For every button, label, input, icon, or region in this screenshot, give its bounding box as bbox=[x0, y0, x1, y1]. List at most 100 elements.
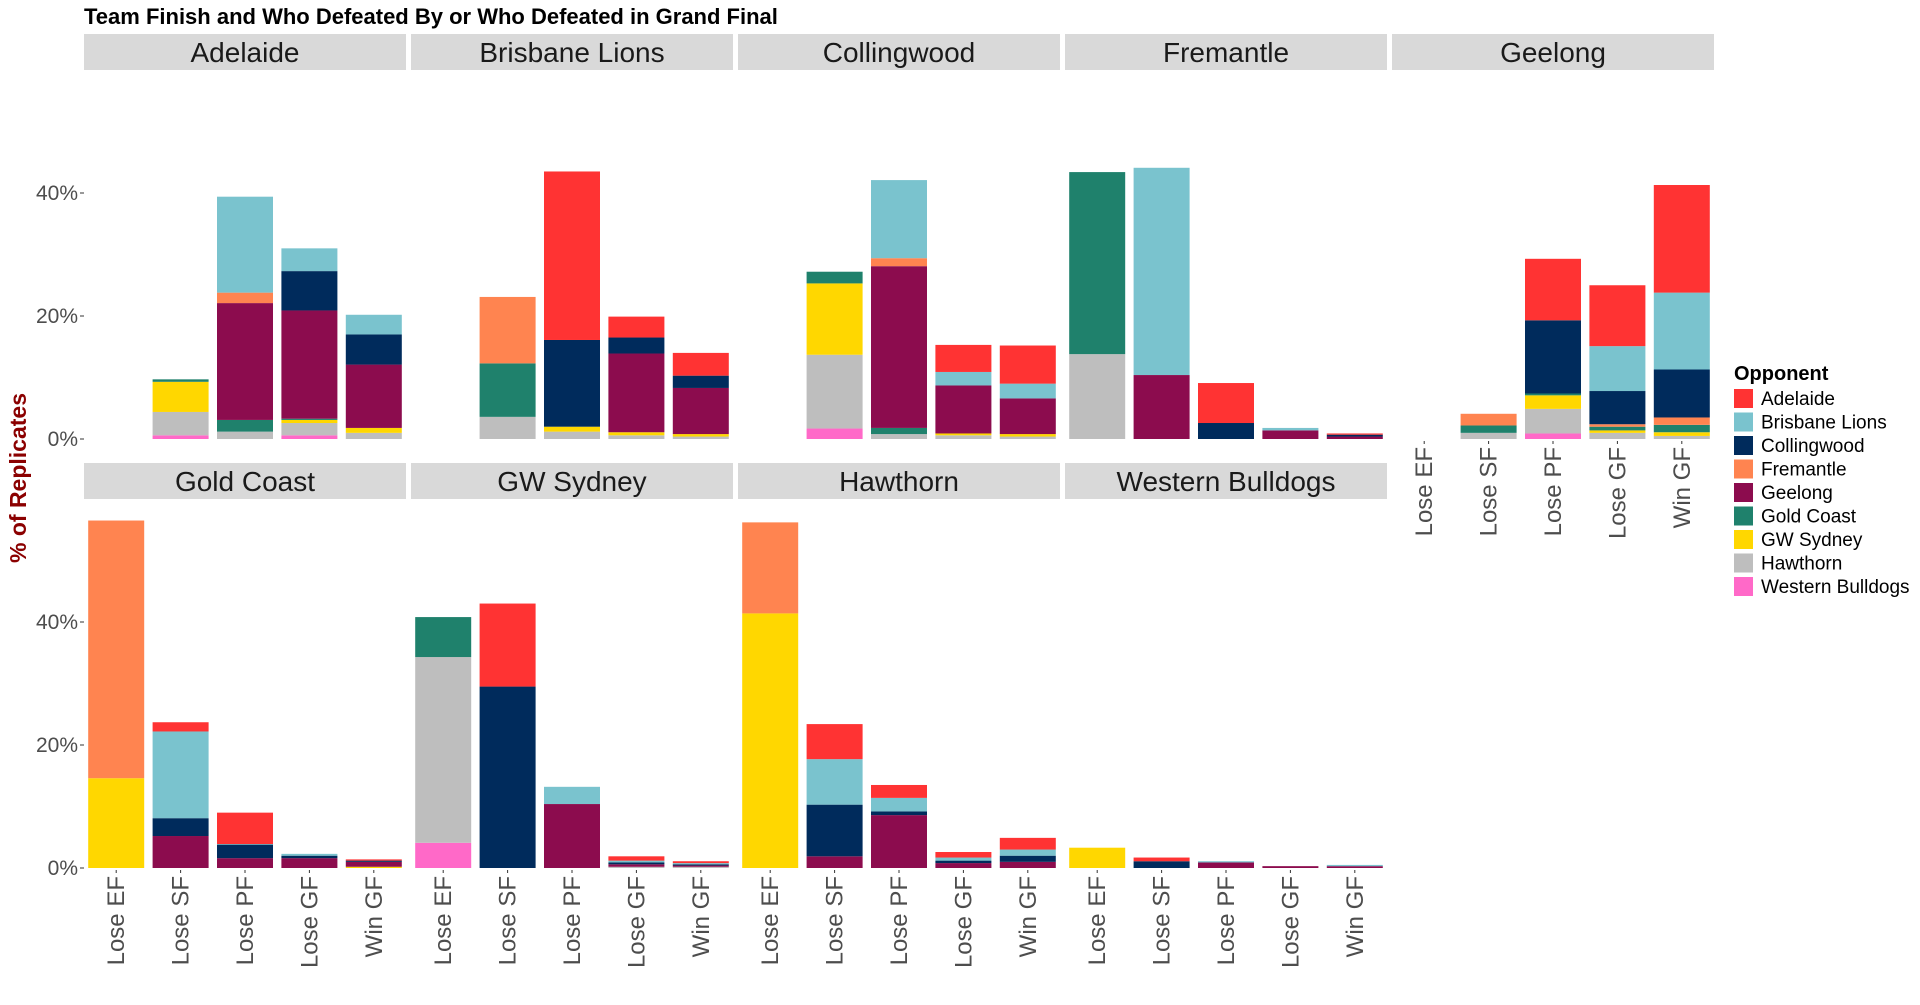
bar-segment-brisbane-lions bbox=[1198, 861, 1254, 863]
y-tick-label: 20% bbox=[36, 734, 78, 757]
x-tick-label: Lose PF bbox=[559, 876, 586, 965]
legend-label: Gold Coast bbox=[1761, 507, 1857, 528]
bar-segment-hawthorn bbox=[1525, 408, 1581, 434]
bar-segment-fremantle bbox=[479, 296, 536, 364]
bar-segment-brisbane-lions bbox=[217, 844, 273, 845]
legend-label: Fremantle bbox=[1761, 460, 1847, 481]
x-tick-label: Lose PF bbox=[232, 876, 259, 965]
bar-segment-hawthorn bbox=[479, 416, 536, 439]
legend-item-fremantle: Fremantle bbox=[1734, 459, 1847, 481]
bar-segment-geelong bbox=[281, 858, 338, 868]
bar-segment-western-bulldogs bbox=[806, 428, 863, 439]
bar-win-gf bbox=[999, 837, 1056, 868]
bar-segment-adelaide bbox=[479, 603, 536, 687]
y-axis-label: % of Replicates bbox=[5, 393, 31, 563]
x-tick-label: Win GF bbox=[1669, 447, 1696, 528]
bar-segment-gw-sydney bbox=[608, 432, 665, 436]
facet-strip bbox=[84, 463, 406, 499]
bar-segment-collingwood bbox=[479, 686, 536, 868]
bar-lose-sf bbox=[479, 603, 536, 868]
bar-segment-gw-sydney bbox=[806, 283, 863, 355]
bar-segment-collingwood bbox=[871, 811, 927, 816]
bar-lose-sf bbox=[152, 379, 209, 439]
bar-win-gf bbox=[345, 859, 402, 868]
bar-segment-adelaide bbox=[608, 316, 665, 338]
bar-segment-geelong bbox=[935, 385, 992, 434]
bar-lose-gf bbox=[1262, 427, 1319, 439]
bar-lose-sf bbox=[806, 724, 863, 868]
x-tick-label: Win GF bbox=[361, 876, 388, 957]
bar-segment-brisbane-lions bbox=[281, 248, 338, 272]
bar-segment-hawthorn bbox=[608, 866, 665, 868]
bar-segment-adelaide bbox=[999, 345, 1056, 384]
legend-item-hawthorn: Hawthorn bbox=[1734, 553, 1842, 575]
legend: Opponent Adelaide Brisbane LionsCollingwo… bbox=[1734, 363, 1910, 598]
bar-segment-brisbane-lions bbox=[999, 383, 1056, 399]
y-tick-label: 0% bbox=[48, 857, 78, 880]
bar-lose-ef bbox=[1069, 172, 1126, 439]
bar-segment-fremantle bbox=[871, 258, 927, 267]
legend-key bbox=[1734, 553, 1753, 573]
bar-segment-gold-coast bbox=[217, 419, 273, 432]
bar-segment-collingwood bbox=[1326, 434, 1383, 437]
bar-lose-pf bbox=[544, 786, 600, 868]
bar-segment-adelaide bbox=[672, 861, 729, 864]
bar-lose-ef bbox=[742, 522, 799, 868]
bar-segment-gw-sydney bbox=[1589, 430, 1646, 433]
bar-segment-geelong bbox=[1262, 866, 1319, 868]
bar-segment-hawthorn bbox=[672, 866, 729, 868]
legend-key bbox=[1734, 506, 1753, 526]
bar-lose-pf bbox=[544, 171, 600, 439]
legend-key bbox=[1734, 530, 1753, 549]
bar-segment-gw-sydney bbox=[935, 433, 992, 436]
facet-strip bbox=[1065, 463, 1387, 499]
bar-lose-gf bbox=[1262, 866, 1319, 868]
bar-win-gf bbox=[672, 352, 729, 439]
bar-segment-gw-sydney bbox=[345, 427, 402, 433]
bar-segment-gold-coast bbox=[415, 617, 472, 658]
panel-hawthorn: Hawthorn Lose EF Lose SF Lose PF Lose GF Win … bbox=[738, 463, 1060, 968]
legend-key bbox=[1734, 459, 1753, 479]
bar-lose-gf bbox=[608, 856, 665, 868]
bar-segment-brisbane-lions bbox=[217, 196, 273, 293]
x-tick-label: Lose GF bbox=[623, 876, 650, 968]
bar-segment-collingwood bbox=[281, 271, 338, 311]
facet-strip bbox=[411, 463, 733, 499]
x-tick-label: Lose SF bbox=[495, 876, 522, 965]
bar-lose-gf bbox=[608, 316, 665, 439]
bar-segment-adelaide bbox=[217, 812, 273, 845]
bar-segment-brisbane-lions bbox=[871, 180, 927, 259]
bar-segment-adelaide bbox=[345, 859, 402, 861]
x-tick-label: Lose GF bbox=[1277, 876, 1304, 968]
x-tick-label: Lose EF bbox=[1084, 876, 1111, 965]
bar-segment-gw-sydney bbox=[88, 778, 145, 868]
bar-segment-fremantle bbox=[217, 292, 273, 304]
bar-segment-collingwood bbox=[806, 804, 863, 857]
panel-gold-coast: Gold Coast 0% 20% 40% Lose EF Lose SF Lose PF L… bbox=[36, 463, 406, 968]
bar-segment-hawthorn bbox=[1589, 432, 1646, 439]
bar-segment-brisbane-lions bbox=[281, 853, 338, 856]
bar-segment-collingwood bbox=[281, 855, 338, 859]
facet-strip-label: Geelong bbox=[1500, 37, 1606, 68]
bar-segment-brisbane-lions bbox=[1589, 346, 1646, 392]
legend-item-collingwood: Collingwood bbox=[1734, 436, 1865, 457]
bar-segment-adelaide bbox=[1326, 433, 1383, 435]
bar-segment-brisbane-lions bbox=[935, 857, 992, 861]
bar-lose-gf bbox=[281, 853, 338, 868]
bar-lose-gf bbox=[935, 344, 992, 439]
facet-panels: Adelaide 0% 20% 40% Brisbane Lions Collingwoo… bbox=[36, 34, 1714, 968]
bar-segment-geelong bbox=[217, 303, 273, 420]
bar-win-gf bbox=[1653, 185, 1710, 439]
bar-segment-brisbane-lions bbox=[152, 731, 209, 819]
facet-strip bbox=[1392, 34, 1714, 70]
bar-segment-fremantle bbox=[1589, 424, 1646, 427]
x-tick-label: Win GF bbox=[1015, 876, 1042, 957]
legend-key bbox=[1734, 483, 1753, 502]
bar-segment-collingwood bbox=[1589, 391, 1646, 425]
bar-segment-gw-sydney bbox=[999, 434, 1056, 437]
panel-brisbane-lions: Brisbane Lions bbox=[411, 34, 733, 439]
bar-lose-ef bbox=[88, 520, 145, 868]
bar-segment-western-bulldogs bbox=[1525, 433, 1581, 439]
legend-label: Hawthorn bbox=[1761, 554, 1842, 575]
bar-segment-brisbane-lions bbox=[999, 849, 1056, 856]
